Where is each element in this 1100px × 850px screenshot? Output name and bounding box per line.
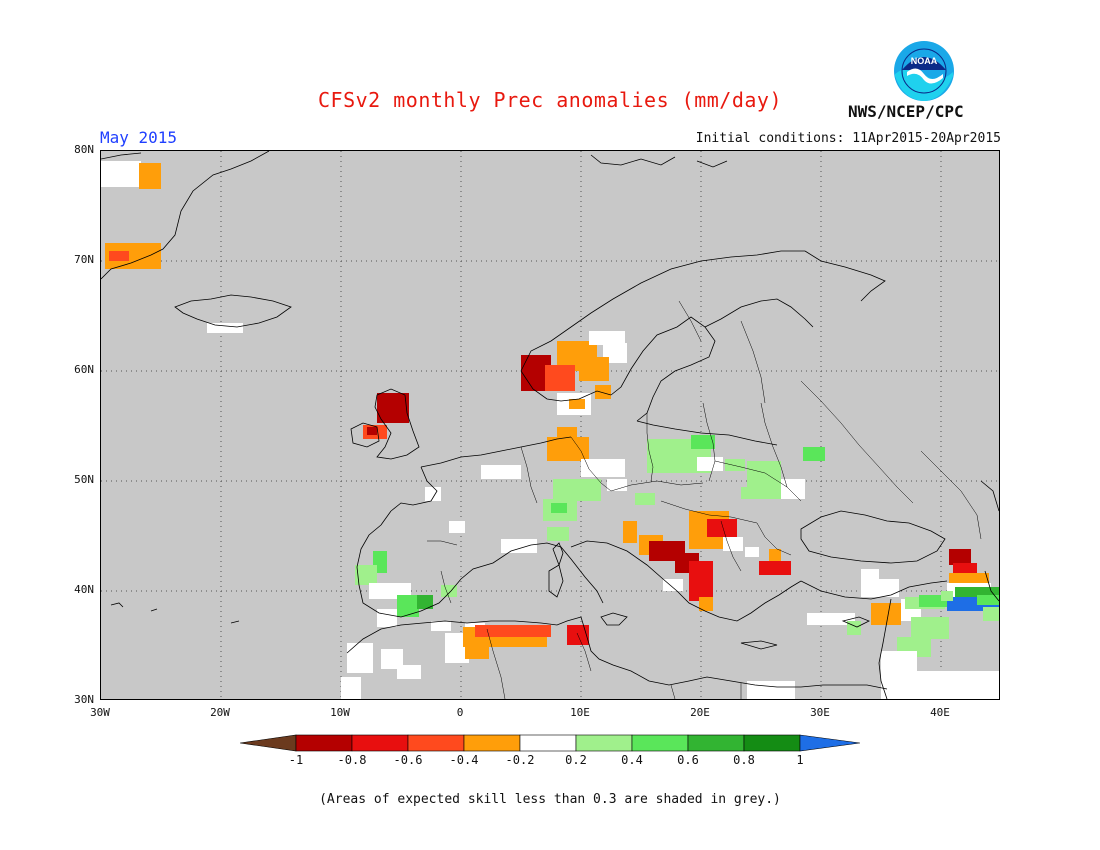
initial-conditions-label: Initial conditions: 11Apr2015-20Apr2015 — [695, 131, 1001, 146]
lon-label-0: 0 — [456, 706, 464, 719]
colorbar-label: 1 — [796, 753, 804, 767]
lon-label-10e: 10E — [570, 706, 590, 719]
colorbar-segment-minus-0.2-to-0.2 — [519, 734, 577, 752]
colorbar-segment-0.8-to-1 — [743, 734, 801, 752]
lat-label-50n: 50N — [74, 473, 94, 486]
colorbar-label: 0.8 — [733, 753, 755, 767]
colorbar — [239, 734, 861, 752]
lon-label-20w: 20W — [210, 706, 230, 719]
lon-label-30w: 30W — [90, 706, 110, 719]
colorbar-segment-0.6-to-0.8 — [687, 734, 745, 752]
colorbar-label: -0.8 — [337, 753, 367, 767]
colorbar-label: -0.4 — [449, 753, 479, 767]
lat-label-60n: 60N — [74, 363, 94, 376]
coastlines — [101, 151, 999, 699]
lon-label-20e: 20E — [690, 706, 710, 719]
colorbar-segment-0.4-to-0.6 — [631, 734, 689, 752]
skill-footnote: (Areas of expected skill less than 0.3 a… — [319, 792, 781, 807]
colorbar-segment-minus-0.8-to-minus-0.6 — [351, 734, 409, 752]
anomaly-patches — [101, 161, 999, 699]
colorbar-segment-minus-0.4-to-minus-0.2 — [463, 734, 521, 752]
colorbar-segment-above-1 — [799, 734, 861, 752]
agency-label: NWS/NCEP/CPC — [848, 102, 964, 121]
lat-label-70n: 70N — [74, 253, 94, 266]
map-title: CFSv2 monthly Prec anomalies (mm/day) — [317, 88, 783, 112]
map-gridlines — [101, 151, 999, 699]
colorbar-label: 0.2 — [565, 753, 587, 767]
lon-label-10w: 10W — [330, 706, 350, 719]
forecast-month: May 2015 — [100, 128, 178, 147]
lat-label-30n: 30N — [74, 693, 94, 706]
colorbar-label: 0.4 — [621, 753, 643, 767]
precip-anomaly-map — [100, 150, 1000, 700]
colorbar-segment-minus-0.6-to-minus-0.4 — [407, 734, 465, 752]
colorbar-label: 0.6 — [677, 753, 699, 767]
lat-label-80n: 80N — [74, 143, 94, 156]
colorbar-segment-below-minus-1 — [239, 734, 297, 752]
lon-label-40e: 40E — [930, 706, 950, 719]
lat-label-40n: 40N — [74, 583, 94, 596]
country-borders — [427, 300, 982, 699]
colorbar-label: -0.6 — [393, 753, 423, 767]
noaa-logo-icon: NOAA — [893, 40, 955, 102]
colorbar-segment-minus-1-to-minus-0.8 — [295, 734, 353, 752]
colorbar-segment-0.2-to-0.4 — [575, 734, 633, 752]
colorbar-label: -1 — [288, 753, 304, 767]
noaa-logo-text: NOAA — [911, 56, 938, 66]
colorbar-label: -0.2 — [505, 753, 535, 767]
lon-label-30e: 30E — [810, 706, 830, 719]
